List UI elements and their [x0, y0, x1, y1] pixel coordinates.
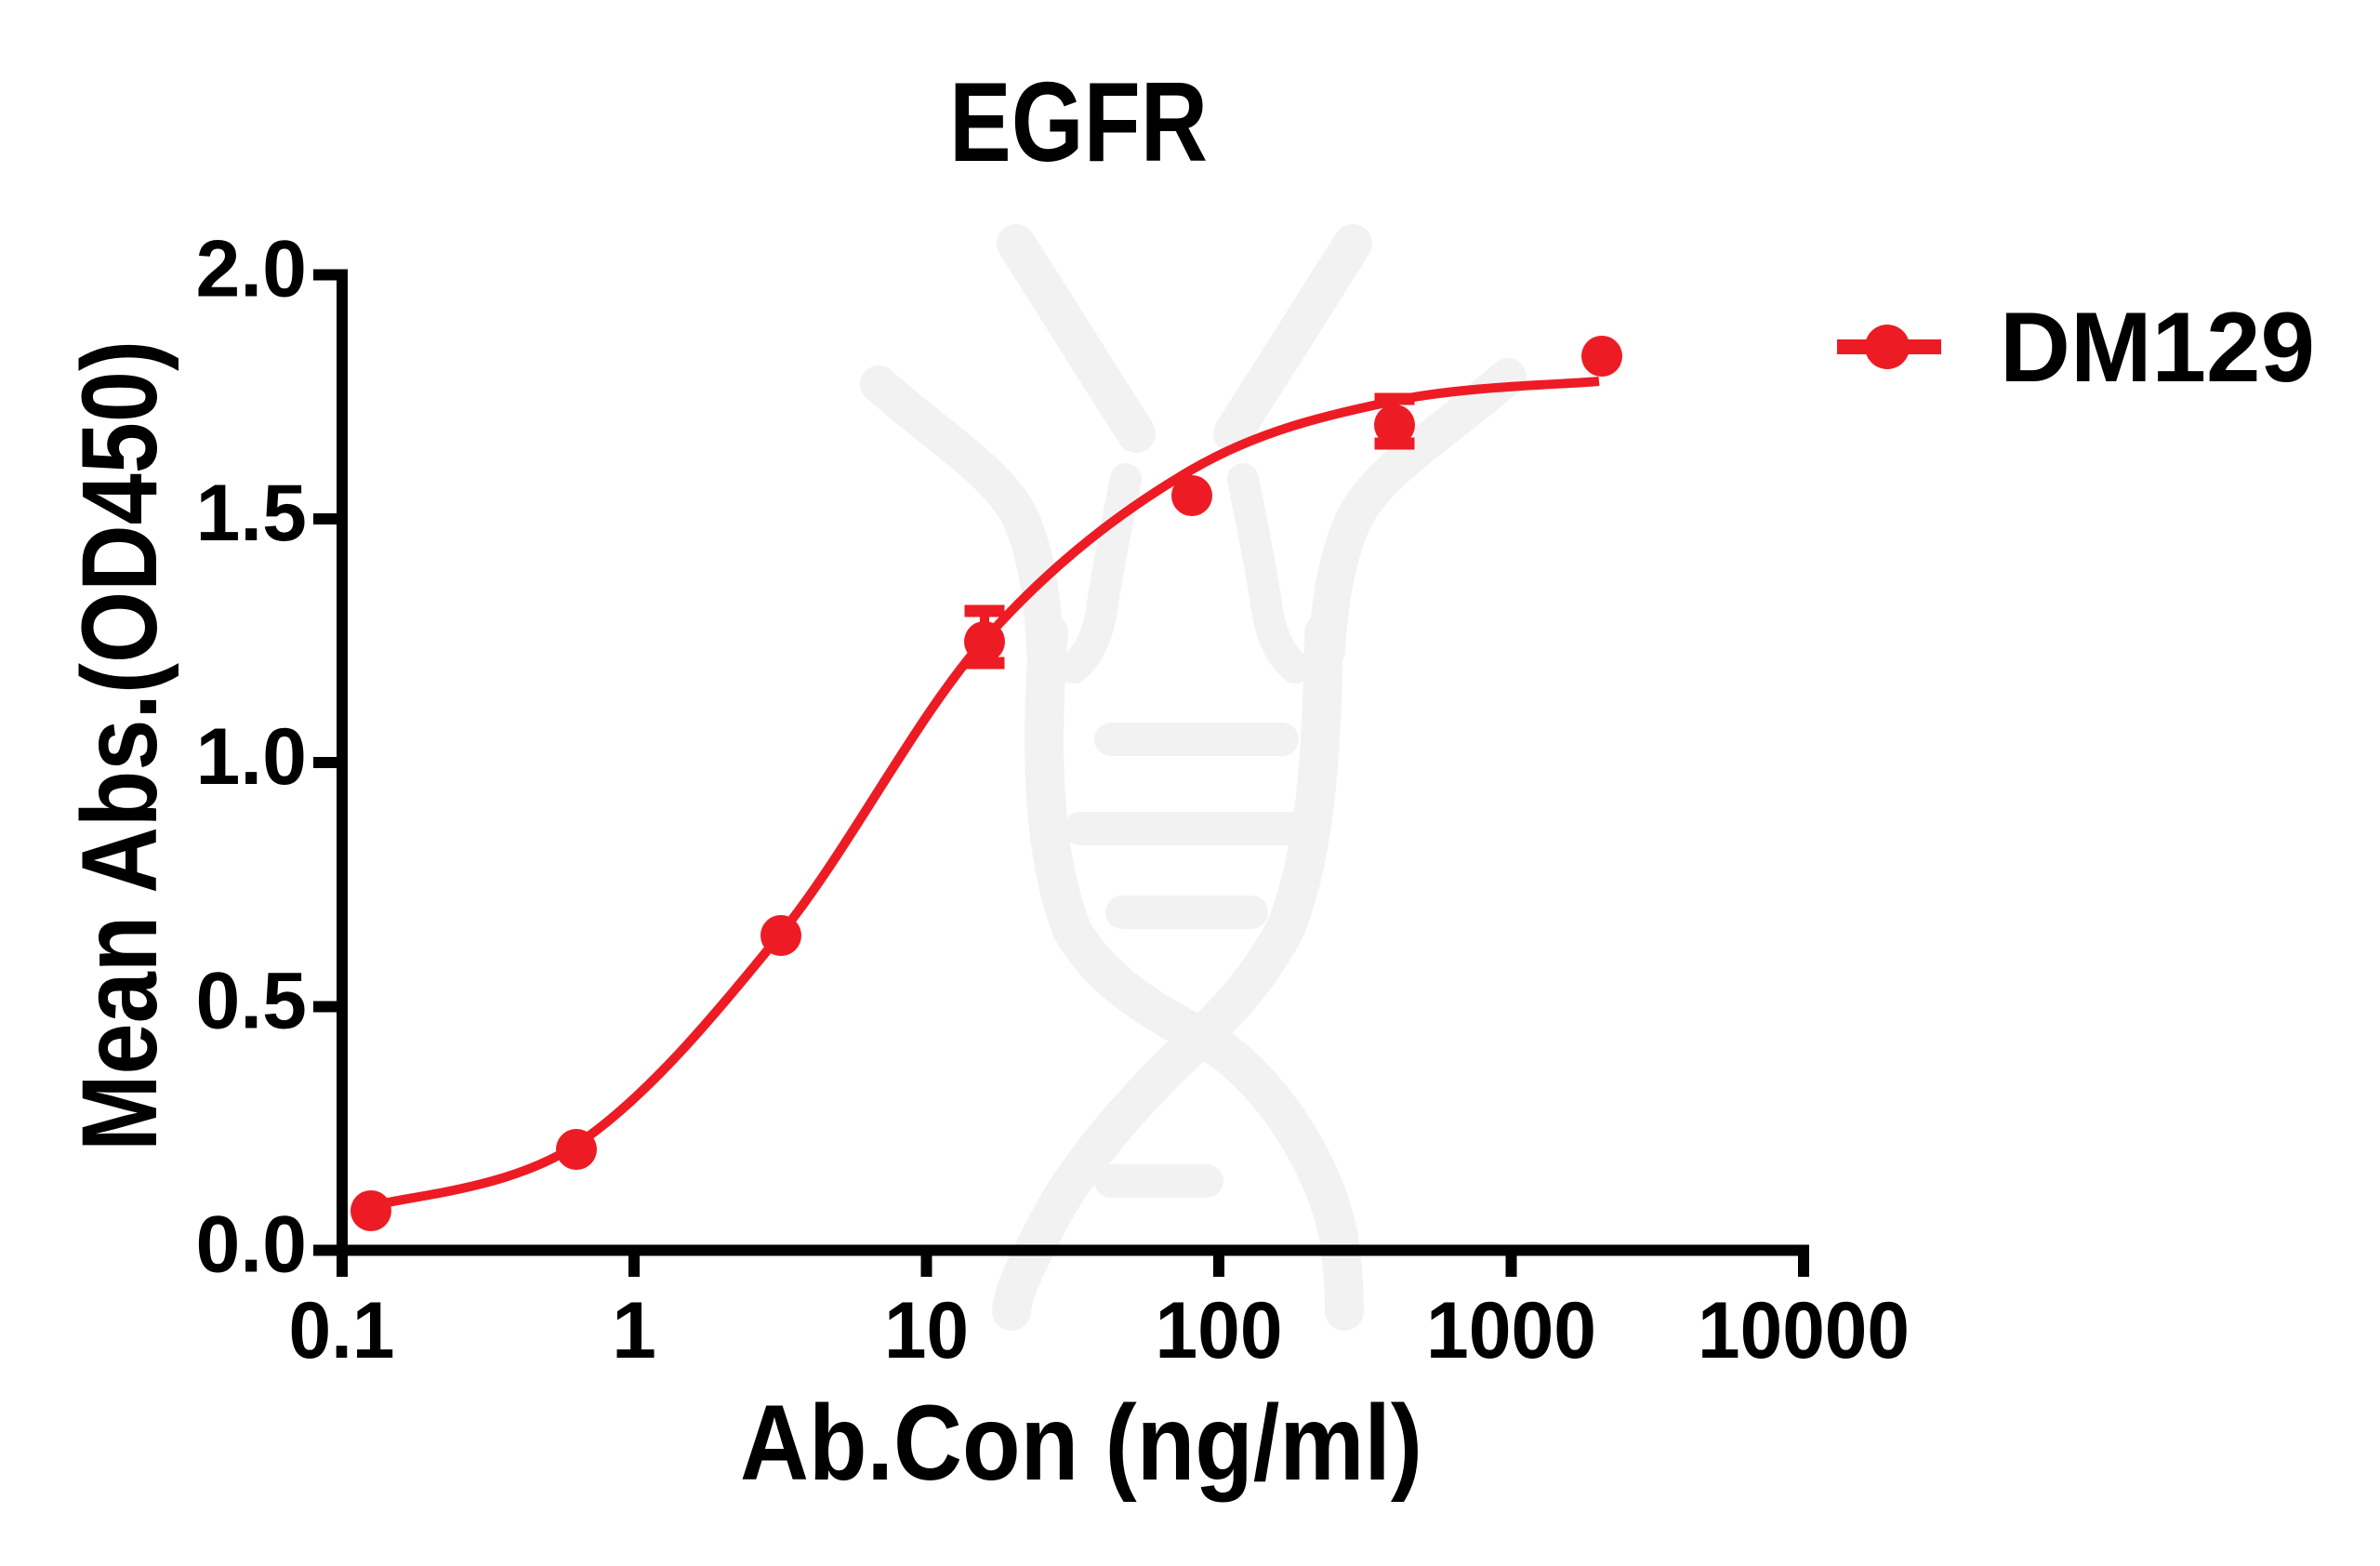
svg-text:1.5: 1.5	[195, 469, 307, 558]
svg-text:Ab.Con (ng/ml): Ab.Con (ng/ml)	[740, 1384, 1422, 1503]
svg-text:1000: 1000	[1426, 1286, 1596, 1375]
svg-text:2.0: 2.0	[195, 225, 307, 314]
svg-text:0.5: 0.5	[195, 957, 307, 1046]
svg-text:1.0: 1.0	[195, 712, 307, 802]
svg-text:DM129: DM129	[2000, 291, 2315, 403]
svg-text:EGFR: EGFR	[949, 59, 1208, 185]
svg-text:Mean Abs.(OD450): Mean Abs.(OD450)	[60, 340, 179, 1151]
svg-text:10: 10	[884, 1286, 969, 1375]
svg-text:10000: 10000	[1698, 1286, 1910, 1375]
svg-text:1: 1	[612, 1286, 656, 1375]
svg-text:0.0: 0.0	[195, 1201, 307, 1290]
svg-text:100: 100	[1156, 1286, 1283, 1375]
svg-text:0.1: 0.1	[289, 1286, 395, 1375]
